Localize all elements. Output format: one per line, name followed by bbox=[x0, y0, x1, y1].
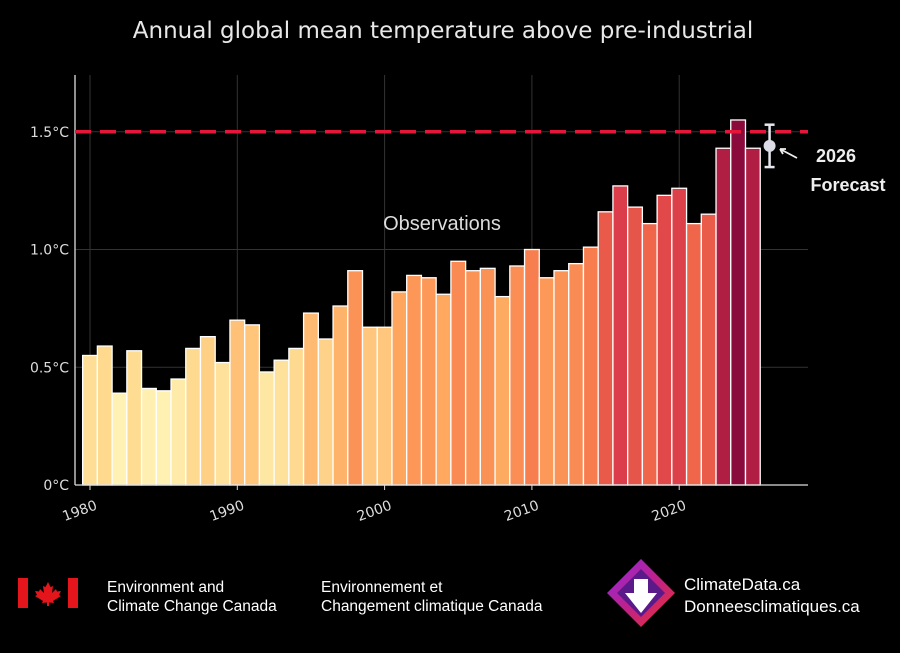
bar-2017 bbox=[627, 206, 644, 486]
bar-2002 bbox=[406, 274, 423, 486]
bar-1984 bbox=[140, 387, 157, 486]
bar-2003 bbox=[420, 277, 437, 486]
bar-1987 bbox=[185, 347, 202, 486]
bar-1988 bbox=[199, 335, 216, 486]
forecast-point bbox=[763, 139, 776, 152]
bar-2016 bbox=[612, 185, 629, 486]
canada-flag-icon bbox=[18, 578, 78, 608]
chart-title: Annual global mean temperature above pre… bbox=[132, 18, 754, 44]
bar-1996 bbox=[317, 338, 334, 486]
bar-1983 bbox=[126, 350, 143, 486]
bar-1986 bbox=[170, 378, 187, 486]
bar-2006 bbox=[464, 270, 481, 486]
bar-1992 bbox=[258, 371, 275, 486]
bar-1985 bbox=[155, 390, 172, 486]
donneesclimatiques-link[interactable]: Donneesclimatiques.ca bbox=[684, 597, 860, 616]
y-tick-label: 0°C bbox=[43, 478, 69, 494]
bar-1989 bbox=[214, 361, 231, 486]
bar-2018 bbox=[641, 222, 658, 486]
bars bbox=[81, 119, 761, 486]
forecast-label-text: Forecast bbox=[810, 175, 885, 195]
bar-2008 bbox=[494, 295, 511, 486]
bar-2014 bbox=[582, 246, 599, 486]
overlay: 2026 Forecast Observations bbox=[75, 123, 886, 235]
observations-label: Observations bbox=[383, 213, 501, 235]
eccc-en-line2: Climate Change Canada bbox=[107, 598, 277, 615]
eccc-fr-line1: Environnement et bbox=[321, 579, 443, 596]
bar-2009 bbox=[509, 265, 526, 486]
climatedata-link[interactable]: ClimateData.ca bbox=[684, 575, 801, 594]
bar-2005 bbox=[450, 260, 467, 486]
y-tick-label: 0.5°C bbox=[30, 360, 69, 376]
bar-2021 bbox=[685, 222, 702, 486]
bar-2022 bbox=[700, 213, 717, 486]
bar-1997 bbox=[332, 305, 349, 486]
bar-2015 bbox=[597, 211, 614, 486]
climatedata-logo-icon bbox=[607, 559, 675, 627]
bar-2013 bbox=[568, 262, 585, 486]
forecast-label-year: 2026 bbox=[816, 146, 856, 166]
bar-2000 bbox=[376, 326, 393, 486]
bar-1999 bbox=[361, 326, 378, 486]
bar-1998 bbox=[347, 270, 364, 486]
bar-2007 bbox=[479, 267, 496, 486]
bar-2023 bbox=[715, 147, 732, 486]
x-tick-label: 2000 bbox=[355, 498, 394, 525]
bar-2025 bbox=[744, 147, 761, 486]
climatedata-name: ClimateData.ca Donneesclimatiques.ca bbox=[684, 574, 860, 618]
eccc-english-name: Environment and Climate Change Canada bbox=[107, 578, 277, 616]
forecast-arrow-icon bbox=[779, 148, 798, 159]
x-tick-label: 2010 bbox=[502, 498, 541, 525]
bar-1993 bbox=[273, 359, 290, 486]
bar-2012 bbox=[553, 270, 570, 486]
bar-2011 bbox=[538, 277, 555, 486]
x-tick-label: 1990 bbox=[208, 498, 247, 525]
bar-2004 bbox=[435, 293, 452, 486]
y-tick-label: 1.0°C bbox=[30, 243, 69, 259]
bar-2019 bbox=[656, 194, 673, 486]
eccc-en-line1: Environment and bbox=[107, 579, 225, 596]
bar-1995 bbox=[302, 312, 319, 486]
eccc-french-name: Environnement et Changement climatique C… bbox=[321, 578, 542, 616]
bar-1981 bbox=[96, 345, 113, 486]
bar-2001 bbox=[391, 291, 408, 486]
bar-1991 bbox=[244, 324, 261, 486]
bar-2010 bbox=[523, 248, 540, 486]
bar-2024 bbox=[730, 119, 747, 486]
bar-1982 bbox=[111, 392, 128, 486]
bar-1994 bbox=[288, 347, 305, 486]
y-tick-label: 1.5°C bbox=[30, 125, 69, 141]
bar-1990 bbox=[229, 319, 246, 486]
x-tick-label: 1980 bbox=[60, 498, 99, 525]
bar-1980 bbox=[81, 354, 99, 486]
eccc-fr-line2: Changement climatique Canada bbox=[321, 598, 543, 615]
bar-2020 bbox=[671, 187, 688, 486]
x-tick-label: 2020 bbox=[650, 498, 689, 525]
